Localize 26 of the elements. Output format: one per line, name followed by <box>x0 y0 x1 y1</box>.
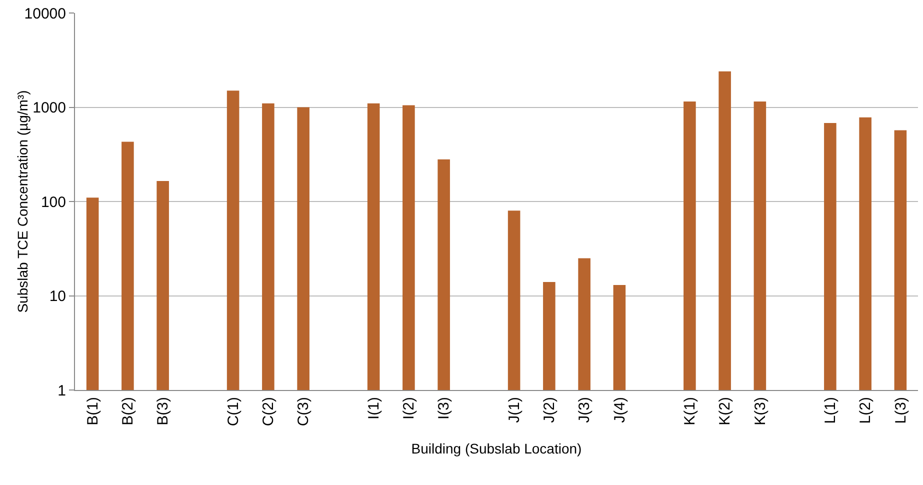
x-tick-label: I(3) <box>436 396 453 420</box>
x-tick-label: K(3) <box>752 397 769 426</box>
x-tick-label: C(1) <box>224 397 242 426</box>
x-tick-label: L(1) <box>822 397 840 424</box>
x-tick-label: I(2) <box>400 396 418 420</box>
x-tick-label: I(1) <box>365 396 382 420</box>
x-tick-label: B(1) <box>84 397 102 426</box>
x-tick-label: C(2) <box>260 397 278 426</box>
x-tick-label: J(2) <box>541 397 558 423</box>
x-tick-label: K(2) <box>716 397 734 426</box>
x-tick-label: C(3) <box>295 397 312 426</box>
x-tick-label: B(3) <box>154 397 172 426</box>
y-tick-label: 100 <box>40 194 66 211</box>
y-tick-label: 1000 <box>32 100 66 116</box>
x-axis-title: Building (Subslab Location) <box>411 440 582 456</box>
x-tick-label: K(1) <box>682 397 699 426</box>
y-tick-label: 10 <box>49 288 66 305</box>
x-tick-label: L(2) <box>857 397 874 424</box>
x-tick-label: J(4) <box>611 397 628 423</box>
x-tick-label: J(3) <box>576 397 594 423</box>
y-tick-label: 10000 <box>24 5 66 22</box>
y-axis-title: Subslab TCE Concentration (µg/m³) <box>14 90 31 313</box>
y-tick-label: 1 <box>58 382 66 400</box>
x-tick-label: L(3) <box>892 397 910 424</box>
x-tick-label: J(1) <box>506 397 523 423</box>
x-tick-label: B(2) <box>120 397 137 426</box>
